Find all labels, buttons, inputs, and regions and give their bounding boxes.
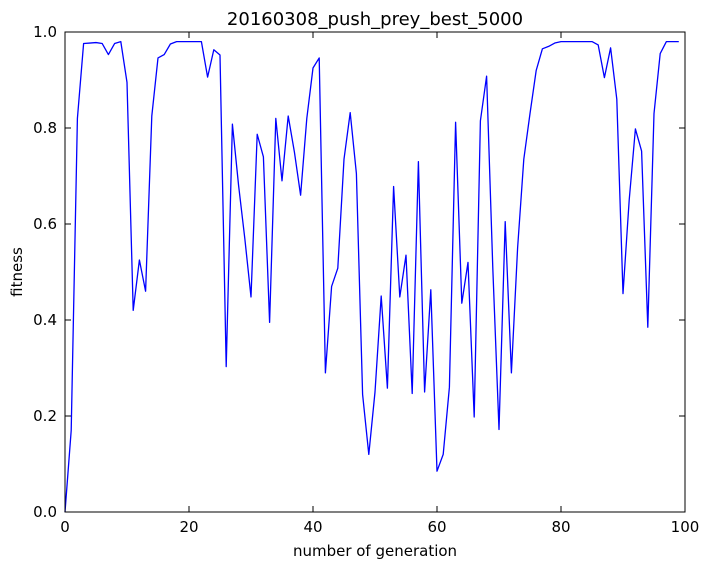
y-tick-label: 0.8: [33, 119, 57, 137]
y-tick-label: 0.4: [33, 311, 57, 329]
x-tick-label: 100: [671, 518, 700, 536]
x-tick-label: 0: [60, 518, 70, 536]
series-line: [64, 40, 679, 513]
y-tick-label: 1.0: [33, 23, 57, 41]
plot-frame: [64, 31, 686, 513]
x-tick-label: 20: [179, 518, 198, 536]
axis-tick-labels: 0 20 40 60 80 100 0.0 0.2 0.4 0.6 0.8 1.0: [33, 23, 699, 536]
chart-title: 20160308_push_prey_best_5000: [227, 9, 523, 30]
x-tick-label: 80: [551, 518, 570, 536]
x-tick-label: 40: [303, 518, 322, 536]
y-tick-label: 0.6: [33, 215, 57, 233]
plot-area: [64, 40, 679, 513]
y-tick-label: 0.0: [33, 503, 57, 521]
x-tick-label: 60: [427, 518, 446, 536]
y-tick-label: 0.2: [33, 407, 57, 425]
x-axis-label: number of generation: [293, 542, 457, 560]
y-axis-label: fitness: [8, 247, 26, 297]
